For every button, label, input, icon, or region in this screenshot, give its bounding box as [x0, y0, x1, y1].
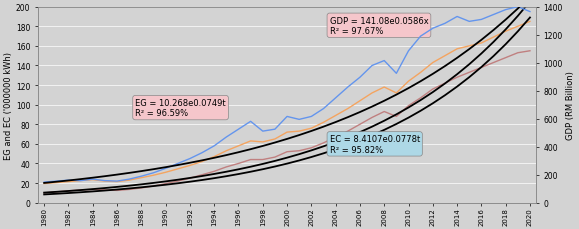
- Text: EC = 8.4107e0.0778t
R² = 95.82%: EC = 8.4107e0.0778t R² = 95.82%: [329, 135, 420, 154]
- Text: EG = 10.268e0.0749t
R² = 96.59%: EG = 10.268e0.0749t R² = 96.59%: [135, 98, 226, 118]
- Y-axis label: GDP (RM Billion): GDP (RM Billion): [566, 71, 575, 139]
- Text: GDP = 141.08e0.0586x
R² = 97.67%: GDP = 141.08e0.0586x R² = 97.67%: [329, 16, 428, 36]
- Y-axis label: EG and EC ('000000 kWh): EG and EC ('000000 kWh): [4, 52, 13, 159]
